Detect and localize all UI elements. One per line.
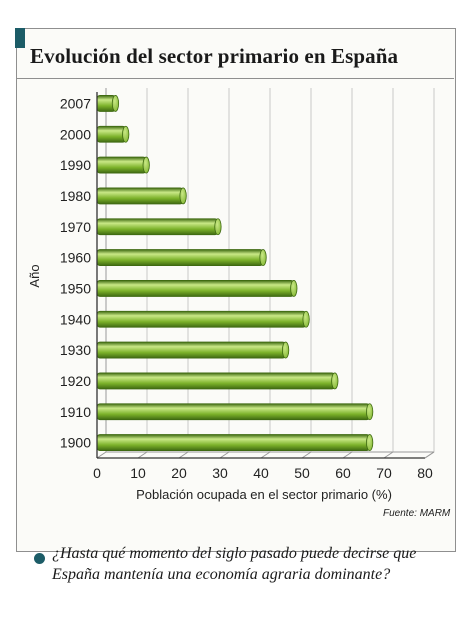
floor-line-10 bbox=[137, 451, 148, 459]
x-tick-label: 60 bbox=[335, 465, 351, 481]
y-tick-label: 1990 bbox=[60, 157, 91, 173]
bar-body bbox=[96, 125, 127, 143]
question-text: ¿Hasta qué momento del siglo pasado pued… bbox=[52, 545, 417, 583]
bar-2000 bbox=[96, 125, 130, 143]
floor-line-0 bbox=[96, 451, 107, 459]
bullet-icon bbox=[34, 553, 45, 564]
floor-right-edge bbox=[424, 451, 435, 459]
bar-end-cap bbox=[281, 341, 290, 359]
x-tick-label: 20 bbox=[171, 465, 187, 481]
floor-line-60 bbox=[342, 451, 353, 459]
bar-body bbox=[96, 218, 219, 236]
bar-end-cap bbox=[122, 125, 130, 143]
bar-end-cap bbox=[259, 249, 267, 266]
bar-end-cap bbox=[331, 372, 339, 390]
bar-body bbox=[96, 187, 184, 205]
bar-1930 bbox=[96, 341, 290, 359]
bar-body bbox=[96, 434, 371, 451]
floor-line-30 bbox=[219, 451, 230, 459]
y-tick-label: 2000 bbox=[60, 126, 91, 142]
bar-1980 bbox=[96, 187, 187, 205]
x-axis-label: Población ocupada en el sector primario … bbox=[136, 487, 392, 502]
bar-1940 bbox=[96, 310, 310, 328]
x-tick-label: 40 bbox=[253, 465, 269, 481]
bar-end-cap bbox=[214, 218, 222, 236]
chart-title: Evolución del sector primario en España bbox=[30, 44, 399, 68]
bar-1950 bbox=[96, 280, 298, 297]
x-tick-label: 70 bbox=[376, 465, 392, 481]
bar-1970 bbox=[96, 218, 222, 236]
bar-end-cap bbox=[179, 187, 187, 205]
bar-1960 bbox=[96, 249, 267, 266]
bar-1920 bbox=[96, 372, 339, 390]
bar-body bbox=[96, 372, 336, 390]
bar-end-cap bbox=[142, 156, 150, 174]
y-tick-label: 1920 bbox=[60, 373, 91, 389]
y-tick-label: 2007 bbox=[60, 95, 91, 111]
bar-body bbox=[96, 249, 264, 266]
bar-end-cap bbox=[366, 403, 374, 421]
bar-end-cap bbox=[111, 95, 120, 112]
y-tick-label: 1950 bbox=[60, 280, 91, 296]
x-tick-label: 80 bbox=[417, 465, 433, 481]
bar-end-cap bbox=[290, 280, 298, 297]
bar-body bbox=[96, 403, 371, 421]
bar-body bbox=[96, 280, 295, 297]
x-tick-label: 10 bbox=[130, 465, 146, 481]
floor-line-20 bbox=[178, 451, 189, 459]
y-tick-label: 1980 bbox=[60, 188, 91, 204]
bar-1900 bbox=[96, 434, 374, 451]
x-tick-label: 30 bbox=[212, 465, 228, 481]
bar-end-cap bbox=[302, 310, 310, 328]
y-axis-label: Año bbox=[27, 264, 42, 287]
y-tick-label: 1910 bbox=[60, 404, 91, 420]
floor-line-50 bbox=[301, 451, 312, 459]
bar-end-cap bbox=[366, 434, 374, 451]
floor-line-40 bbox=[260, 451, 271, 459]
bars-layer bbox=[96, 95, 374, 451]
source-note: Fuente: MARM bbox=[383, 508, 451, 519]
bar-body bbox=[96, 310, 307, 328]
bar-1910 bbox=[96, 403, 374, 421]
y-tick-label: 1940 bbox=[60, 311, 91, 327]
bar-2007 bbox=[96, 95, 120, 112]
bar-body bbox=[96, 156, 147, 174]
grid-layer bbox=[96, 88, 435, 459]
bar-body bbox=[96, 341, 287, 359]
x-tick-label: 50 bbox=[294, 465, 310, 481]
y-tick-label: 1960 bbox=[60, 250, 91, 266]
axis-layer: 0 10 20 30 40 50 60 70 80 2007 2000 1990 1980 1970 196… bbox=[60, 92, 435, 481]
x-tick-label: 0 bbox=[93, 465, 101, 481]
y-tick-label: 1970 bbox=[60, 219, 91, 235]
floor-line-70 bbox=[383, 451, 394, 459]
accent-corner bbox=[15, 28, 25, 48]
y-tick-label: 1900 bbox=[60, 435, 91, 451]
bar-1990 bbox=[96, 156, 150, 174]
y-tick-label: 1930 bbox=[60, 342, 91, 358]
title-divider bbox=[16, 78, 454, 79]
